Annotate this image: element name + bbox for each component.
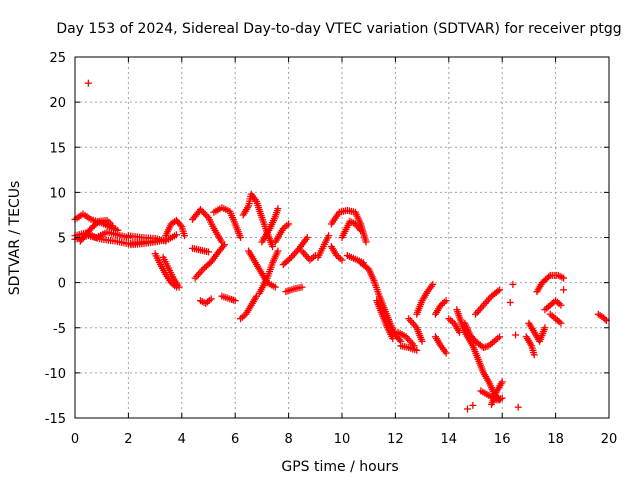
data-point	[198, 207, 206, 215]
x-tick-label: 2	[124, 432, 132, 447]
data-point	[541, 324, 549, 332]
data-point	[196, 206, 204, 214]
data-point	[303, 234, 311, 241]
x-tick-label: 10	[334, 432, 351, 447]
data-point	[557, 301, 565, 309]
data-point	[389, 335, 397, 343]
x-tick-label: 12	[387, 432, 404, 447]
data-point	[274, 205, 282, 213]
data-point	[84, 79, 92, 87]
y-tick-label: 0	[58, 277, 66, 292]
data-points	[71, 79, 610, 413]
data-point	[219, 242, 227, 250]
data-point	[498, 394, 506, 402]
axis-ticks: 0 2 4 6 8 10 12 14 16 18 20 25 20 15 10 5 0 -5 -10 -15	[45, 51, 618, 447]
data-point	[469, 401, 477, 409]
data-point	[442, 297, 450, 305]
data-point	[496, 333, 504, 341]
data-point	[494, 287, 502, 295]
x-tick-label: 6	[231, 432, 239, 447]
y-tick-label: -15	[45, 412, 66, 427]
data-point	[413, 346, 421, 354]
data-point	[418, 337, 426, 345]
data-point	[269, 243, 277, 251]
y-tick-label: 15	[49, 141, 66, 156]
data-point	[509, 280, 517, 288]
data-point	[200, 209, 208, 217]
data-point	[512, 331, 520, 339]
data-point	[601, 315, 609, 323]
data-point	[172, 231, 180, 239]
data-point	[114, 226, 122, 234]
y-tick-label: 5	[58, 232, 66, 247]
data-point	[172, 283, 180, 291]
data-point	[496, 286, 504, 294]
data-point	[560, 274, 568, 282]
data-point	[338, 256, 346, 264]
data-point	[271, 283, 279, 291]
y-tick-label: -10	[45, 367, 66, 382]
data-point	[429, 280, 437, 288]
y-tick-label: 25	[49, 51, 66, 66]
x-tick-label: 20	[601, 432, 618, 447]
data-point	[286, 255, 294, 263]
data-point	[560, 286, 568, 294]
chart-title: Day 153 of 2024, Sidereal Day-to-day VTE…	[56, 21, 621, 37]
x-tick-label: 18	[547, 432, 564, 447]
data-point	[506, 298, 514, 306]
y-tick-label: 20	[49, 96, 66, 111]
data-point	[108, 222, 116, 230]
data-point	[442, 349, 450, 357]
x-tick-label: 0	[71, 432, 79, 447]
data-point	[395, 336, 403, 344]
data-point	[498, 378, 506, 386]
data-point	[205, 248, 212, 256]
y-tick-label: 10	[49, 186, 66, 201]
x-tick-label: 14	[441, 432, 458, 447]
data-point	[93, 219, 101, 227]
data-point	[207, 295, 215, 303]
x-tick-label: 4	[178, 432, 186, 447]
data-point	[176, 221, 184, 229]
data-point	[298, 283, 306, 291]
x-axis-label: GPS time / hours	[281, 459, 398, 475]
data-point	[203, 212, 211, 220]
data-point	[237, 234, 245, 241]
data-point	[180, 232, 188, 240]
data-point	[514, 403, 522, 411]
data-point	[463, 405, 471, 413]
data-point	[357, 226, 365, 234]
y-tick-label: -5	[53, 322, 66, 337]
data-point	[530, 351, 538, 359]
data-point	[325, 232, 333, 240]
x-tick-label: 8	[284, 432, 292, 447]
data-point	[274, 247, 282, 255]
data-point	[285, 220, 293, 228]
data-point	[362, 238, 370, 246]
data-point	[231, 297, 239, 305]
data-point	[557, 319, 565, 327]
data-point	[355, 225, 363, 233]
x-tick-label: 16	[494, 432, 511, 447]
data-point	[201, 210, 209, 218]
data-point	[221, 241, 229, 249]
y-axis-label: SDTVAR / TECUs	[7, 181, 23, 296]
data-point	[545, 273, 553, 281]
